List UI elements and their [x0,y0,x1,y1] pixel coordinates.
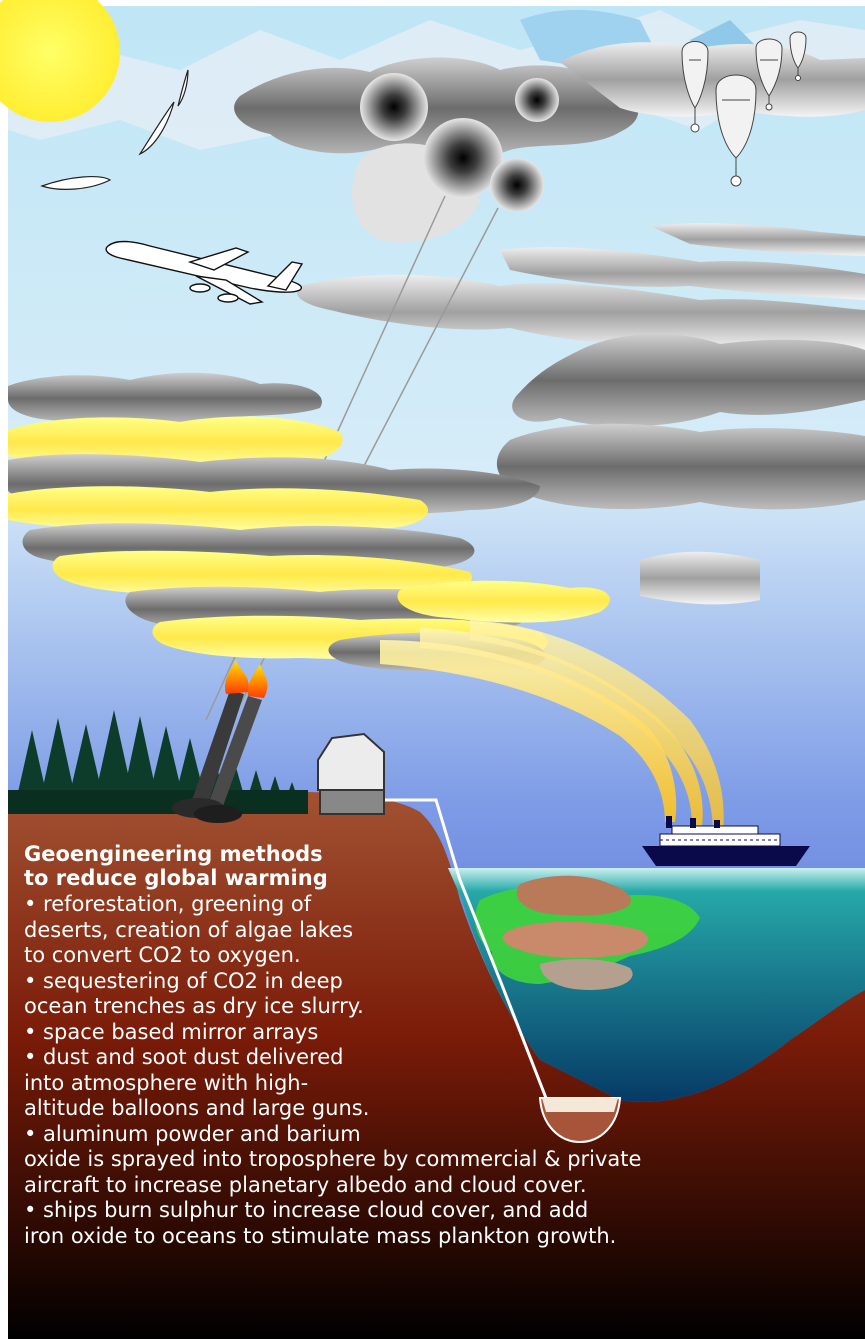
method-line: • aluminum powder and barium [24,1121,361,1146]
method-line: iron oxide to oceans to stimulate mass p… [24,1223,617,1248]
method-line: to convert CO2 to oxygen. [24,943,301,967]
ground [8,791,865,1339]
mirror-sphere [360,73,428,141]
method-line: into atmosphere with high- [24,1070,309,1095]
method-line: aircraft to increase planetary albedo an… [24,1172,587,1197]
sun [0,0,120,122]
method-line: • ships burn sulphur to increase cloud c… [24,1198,589,1222]
method-line: altitude balloons and large guns. [24,1096,370,1120]
mirror-sphere [490,158,544,212]
method-line: • reforestation, greening of [24,892,312,916]
method-line: oxide is sprayed into troposphere by com… [24,1147,642,1171]
title-line: Geoengineering methods [24,842,323,866]
infographic-title: Geoengineering methods to reduce global … [24,842,328,890]
ship-icon [642,816,810,866]
method-line: • space based mirror arrays [24,1019,319,1044]
pumping-station-icon [317,732,385,815]
method-line: ocean trenches as dry ice slurry. [24,994,364,1018]
mirror-sphere [423,118,503,198]
airplane-icon [105,240,304,305]
method-line: • sequestering of CO2 in deep [24,968,343,993]
mirror-sphere [515,78,559,122]
method-line: deserts, creation of algae lakes [24,917,354,942]
ship-plume [380,640,677,822]
title-line: to reduce global warming [24,866,328,890]
method-line: • dust and soot dust delivered [24,1045,344,1069]
methods-list: • reforestation, greening of deserts, cr… [24,892,641,1249]
balloon-icon [681,31,807,187]
gun-icon [172,660,268,823]
